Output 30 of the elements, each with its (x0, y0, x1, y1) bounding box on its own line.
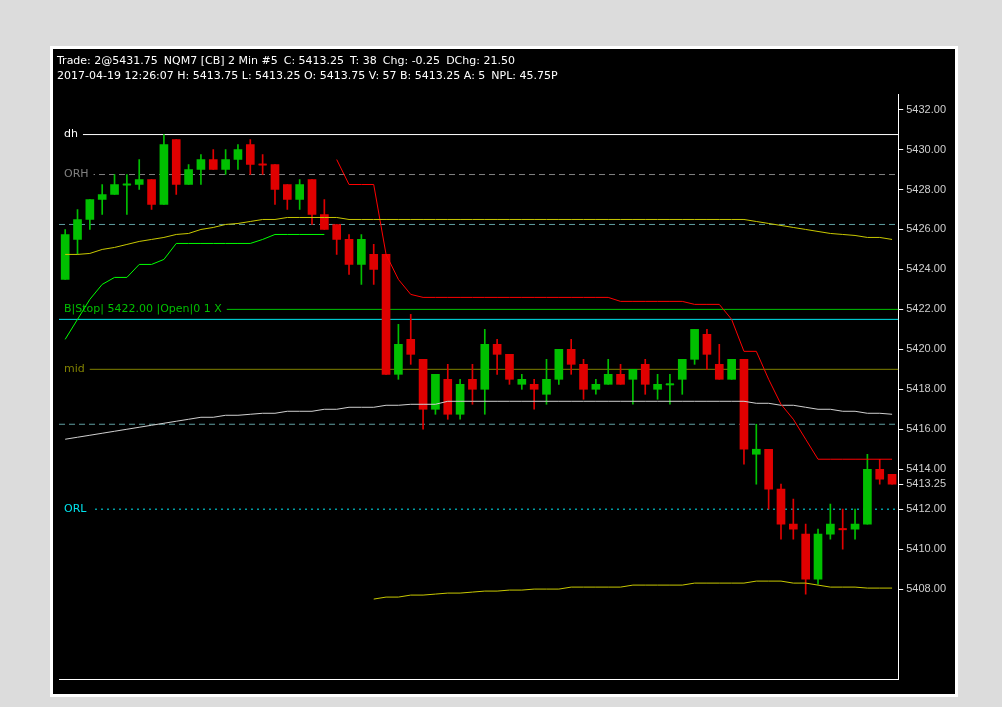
y-tick-label: 5418.00 (906, 382, 946, 395)
candlestick (97, 184, 107, 215)
y-tick-label: 5410.00 (906, 542, 946, 555)
ref-line-label: ORL (64, 502, 88, 516)
ref-line-label: ORH (64, 167, 89, 181)
y-tick-label: 5422.00 (906, 302, 946, 315)
text: NPL: 45.75P (491, 68, 558, 83)
ref-line-label: dh (64, 127, 78, 141)
y-tick-label: 5426.00 (906, 222, 946, 235)
y-tick-label: 5413.25 (906, 477, 946, 490)
y-tick-label: 5432.00 (906, 102, 946, 115)
y-tick-label: 5414.00 (906, 462, 946, 475)
text: NQM7 [CB] 2 Min #5 (163, 53, 278, 68)
y-tick-label: 5412.00 (906, 502, 946, 515)
y-tick-label: 5428.00 (906, 182, 946, 195)
y-tick-label: 5424.00 (906, 262, 946, 275)
y-tick-label: 5416.00 (906, 422, 946, 435)
y-tick-label: 5420.00 (906, 342, 946, 355)
text: T: 38 (350, 53, 377, 68)
text: 2017-04-19 12:26:07 H: 5413.75 L: 5413.25 O: 5413.75 V: 57 B: 5413.25 A: 5 (57, 68, 486, 83)
ref-line-label: mid (64, 362, 85, 376)
candlestick (134, 159, 144, 190)
y-tick-label: 5408.00 (906, 582, 946, 595)
text: DChg: 21.50 (446, 53, 515, 68)
y-tick-label: 5430.00 (906, 142, 946, 155)
candlestick (751, 423, 761, 485)
text: Trade: 2@5431.75 (57, 53, 158, 68)
candlestick (529, 378, 539, 410)
text: Chg: -0.25 (382, 53, 441, 68)
text: C: 5413.25 (283, 53, 345, 68)
